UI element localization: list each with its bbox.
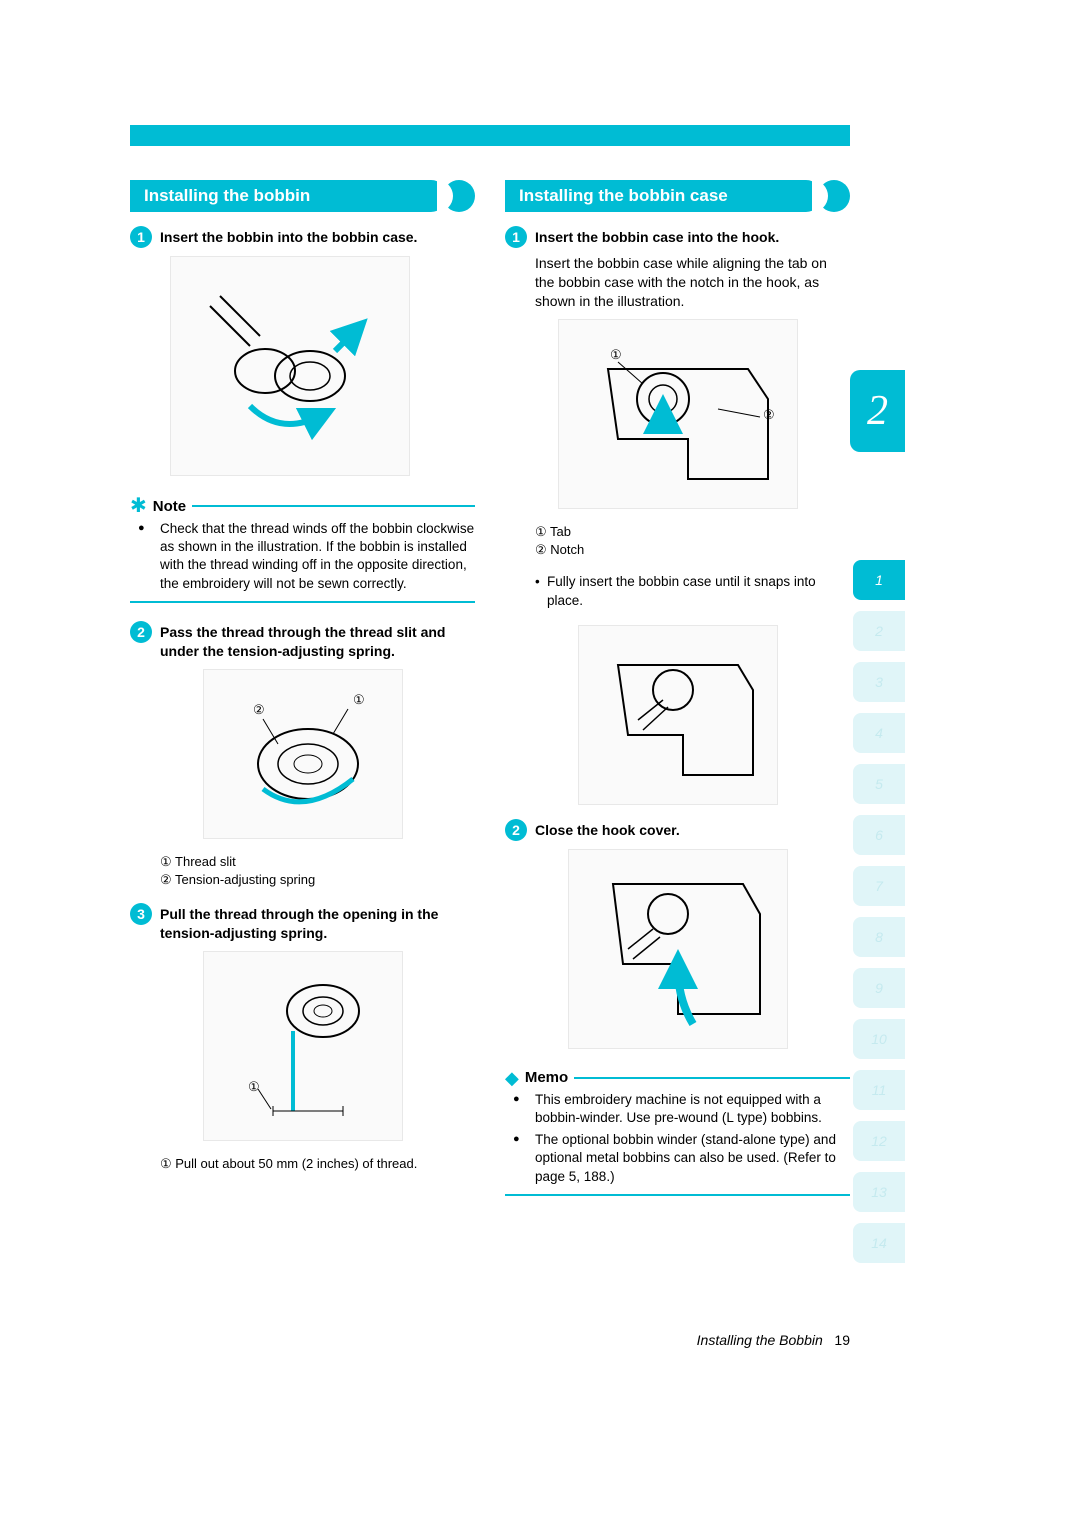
left-column: Installing the bobbin 1 Insert the bobbi…	[130, 180, 475, 1214]
step-number: 3	[130, 903, 152, 925]
section-title-right: Installing the bobbin case	[505, 180, 822, 212]
note-icon: ✱	[130, 496, 147, 516]
callout-1: ① Thread slit	[160, 853, 475, 871]
side-tab-4[interactable]: 4	[853, 713, 905, 753]
step-title: Close the hook cover.	[535, 819, 680, 840]
svg-text:②: ②	[253, 702, 265, 717]
step-number: 2	[130, 621, 152, 643]
sub-bullet: Fully insert the bobbin case until it sn…	[535, 573, 850, 611]
side-tab-8[interactable]: 8	[853, 917, 905, 957]
side-tab-1[interactable]: 1	[853, 560, 905, 600]
step-title: Pull the thread through the opening in t…	[160, 903, 475, 943]
note-rule	[192, 505, 475, 507]
side-tab-5[interactable]: 5	[853, 764, 905, 804]
section-header-left: Installing the bobbin	[130, 180, 475, 212]
callout-1: ① Pull out about 50 mm (2 inches) of thr…	[160, 1155, 475, 1173]
chapter-tab: 2	[850, 370, 905, 452]
step-title: Insert the bobbin case into the hook.	[535, 226, 779, 247]
side-tab-12[interactable]: 12	[853, 1121, 905, 1161]
section-header-right: Installing the bobbin case	[505, 180, 850, 212]
side-tab-9[interactable]: 9	[853, 968, 905, 1008]
header-bump-icon	[818, 180, 850, 212]
note-label: Note	[153, 498, 186, 515]
footer-page-number: 19	[834, 1332, 850, 1348]
step-title: Insert the bobbin into the bobbin case.	[160, 226, 417, 247]
memo-rule	[574, 1077, 850, 1079]
header-bump-icon	[443, 180, 475, 212]
side-tab-11[interactable]: 11	[853, 1070, 905, 1110]
note-bottom-rule	[130, 601, 475, 603]
callout-2: ② Tension-adjusting spring	[160, 871, 475, 889]
step-number: 2	[505, 819, 527, 841]
step-2-left: 2 Pass the thread through the thread sli…	[130, 621, 475, 661]
memo-bottom-rule	[505, 1194, 850, 1196]
illustration-thread-pull: ①	[203, 951, 403, 1141]
side-tab-7[interactable]: 7	[853, 866, 905, 906]
svg-text:①: ①	[248, 1079, 260, 1094]
illustration-bobbin-insert	[170, 256, 410, 476]
memo-icon: ◆	[505, 1069, 519, 1087]
callout-2: ② Notch	[535, 541, 850, 559]
note-text: Check that the thread winds off the bobb…	[150, 520, 475, 593]
note-box: ✱ Note Check that the thread winds off t…	[130, 490, 475, 603]
side-tab-14[interactable]: 14	[853, 1223, 905, 1263]
side-tab-10[interactable]: 10	[853, 1019, 905, 1059]
illustration-thread-slit: ① ②	[203, 669, 403, 839]
step-3-left: 3 Pull the thread through the opening in…	[130, 903, 475, 943]
step-1-left: 1 Insert the bobbin into the bobbin case…	[130, 226, 475, 248]
illustration-close-cover	[568, 849, 788, 1049]
side-tab-6[interactable]: 6	[853, 815, 905, 855]
memo-label: Memo	[525, 1069, 568, 1086]
side-tab-3[interactable]: 3	[853, 662, 905, 702]
callouts-right1: ① Tab ② Notch	[535, 523, 850, 559]
step-body: Insert the bobbin case while aligning th…	[535, 254, 850, 311]
svg-text:①: ①	[353, 692, 365, 707]
step-1-right: 1 Insert the bobbin case into the hook.	[505, 226, 850, 248]
callouts-step2: ① Thread slit ② Tension-adjusting spring	[160, 853, 475, 889]
side-tabs: 1234567891011121314	[853, 560, 905, 1263]
page-footer: Installing the Bobbin 19	[697, 1332, 850, 1348]
callouts-step3: ① Pull out about 50 mm (2 inches) of thr…	[160, 1155, 475, 1173]
illustration-hook-insert: ① ②	[558, 319, 798, 509]
step-number: 1	[505, 226, 527, 248]
side-tab-13[interactable]: 13	[853, 1172, 905, 1212]
header-rule	[130, 125, 850, 143]
callout-1: ① Tab	[535, 523, 850, 541]
step-2-right: 2 Close the hook cover.	[505, 819, 850, 841]
right-column: Installing the bobbin case 1 Insert the …	[505, 180, 850, 1214]
svg-text:①: ①	[610, 347, 622, 362]
svg-text:②: ②	[763, 407, 775, 422]
illustration-snap-in	[578, 625, 778, 805]
memo-bullet-1: This embroidery machine is not equipped …	[525, 1091, 850, 1127]
memo-box: ◆ Memo This embroidery machine is not eq…	[505, 1063, 850, 1196]
step-title: Pass the thread through the thread slit …	[160, 621, 475, 661]
side-tab-2[interactable]: 2	[853, 611, 905, 651]
memo-bullet-2: The optional bobbin winder (stand-alone …	[525, 1131, 850, 1186]
section-title-left: Installing the bobbin	[130, 180, 447, 212]
step-number: 1	[130, 226, 152, 248]
page-content: Installing the bobbin 1 Insert the bobbi…	[130, 180, 850, 1214]
footer-section: Installing the Bobbin	[697, 1332, 823, 1348]
